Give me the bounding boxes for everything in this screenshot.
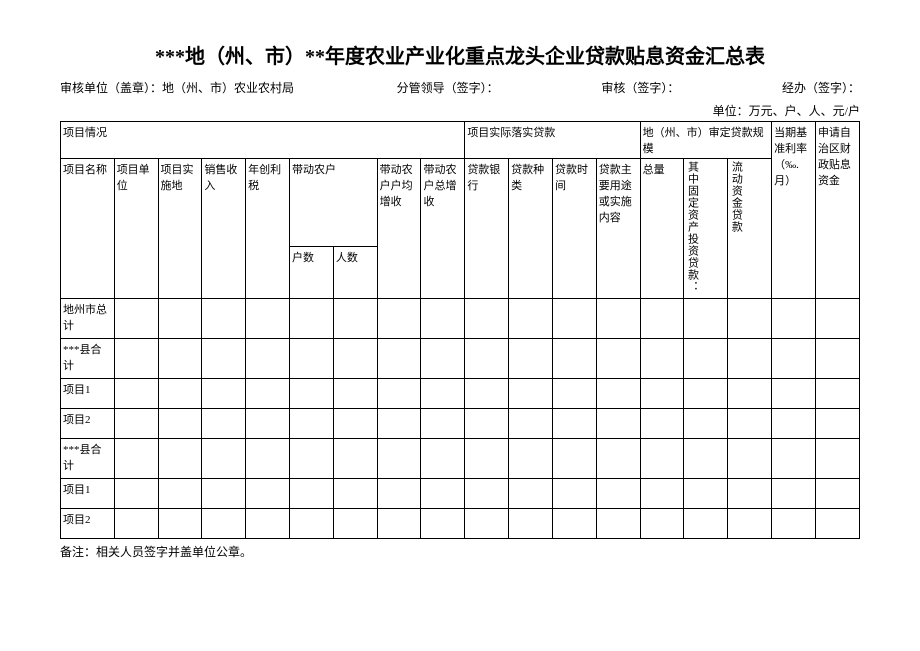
hdr-group2: 项目实际落实贷款 — [465, 122, 640, 159]
handler-label: 经办（签字）： — [782, 79, 860, 96]
table-row: 项目2 — [61, 509, 860, 539]
row-label: 项目2 — [61, 509, 115, 539]
hdr-loan-type: 贷款种类 — [509, 159, 553, 299]
table-row: ***县合计 — [61, 439, 860, 479]
hdr-households: 户数 — [290, 247, 334, 299]
row-label: 项目1 — [61, 379, 115, 409]
summary-table: 项目情况 项目实际落实贷款 地（州、市）审定贷款规模 当期基准利率（‰.月） 申… — [60, 121, 860, 539]
row-label: 项目1 — [61, 479, 115, 509]
hdr-avg-income: 带动农户户均增收 — [377, 159, 421, 299]
footnote: 备注：相关人员签字并盖单位公章。 — [60, 543, 860, 560]
hdr-proj-place: 项目实施地 — [158, 159, 202, 299]
audit-unit-label: 审核单位（盖章）：地（州、市）农业农村局 — [60, 79, 294, 96]
hdr-total-amount: 总量 — [640, 159, 684, 299]
hdr-persons: 人数 — [333, 247, 377, 299]
hdr-fixed-invest: 其中固定资产投资贷款： — [684, 159, 728, 299]
row-label: 地州市总计 — [61, 299, 115, 339]
row-label: ***县合计 — [61, 339, 115, 379]
hdr-proj-name: 项目名称 — [61, 159, 115, 299]
unit-line: 单位：万元、户、人、元/户 — [60, 102, 860, 119]
table-row: 项目1 — [61, 379, 860, 409]
table-row: ***县合计 — [61, 339, 860, 379]
hdr-group3: 地（州、市）审定贷款规模 — [640, 122, 771, 159]
table-row: 项目2 — [61, 409, 860, 439]
hdr-proj-unit: 项目单位 — [114, 159, 158, 299]
row-label: 项目2 — [61, 409, 115, 439]
hdr-liquid-loan: 流动资金贷款 — [728, 159, 772, 299]
hdr-total-income: 带动农户总增收 — [421, 159, 465, 299]
hdr-loan-purpose: 贷款主要用途或实施内容 — [596, 159, 640, 299]
table-row: 项目1 — [61, 479, 860, 509]
hdr-base-rate: 当期基准利率（‰.月） — [772, 122, 816, 299]
hdr-group1: 项目情况 — [61, 122, 465, 159]
table-row: 地州市总计 — [61, 299, 860, 339]
hdr-drive-farmer: 带动农户 — [290, 159, 378, 247]
hdr-loan-time: 贷款时间 — [552, 159, 596, 299]
hdr-apply-fund: 申请自治区财政贴息资金 — [815, 122, 859, 299]
leader-label: 分管领导（签字）： — [397, 79, 499, 96]
review-label: 审核（签字）： — [601, 79, 679, 96]
hdr-sales: 销售收入 — [202, 159, 246, 299]
hdr-loan-bank: 贷款银行 — [465, 159, 509, 299]
meta-row: 审核单位（盖章）：地（州、市）农业农村局 分管领导（签字）： 审核（签字）： 经… — [60, 79, 860, 96]
hdr-profit-tax: 年创利税 — [246, 159, 290, 299]
page-title: ***地（州、市）**年度农业产业化重点龙头企业贷款贴息资金汇总表 — [60, 40, 860, 69]
row-label: ***县合计 — [61, 439, 115, 479]
